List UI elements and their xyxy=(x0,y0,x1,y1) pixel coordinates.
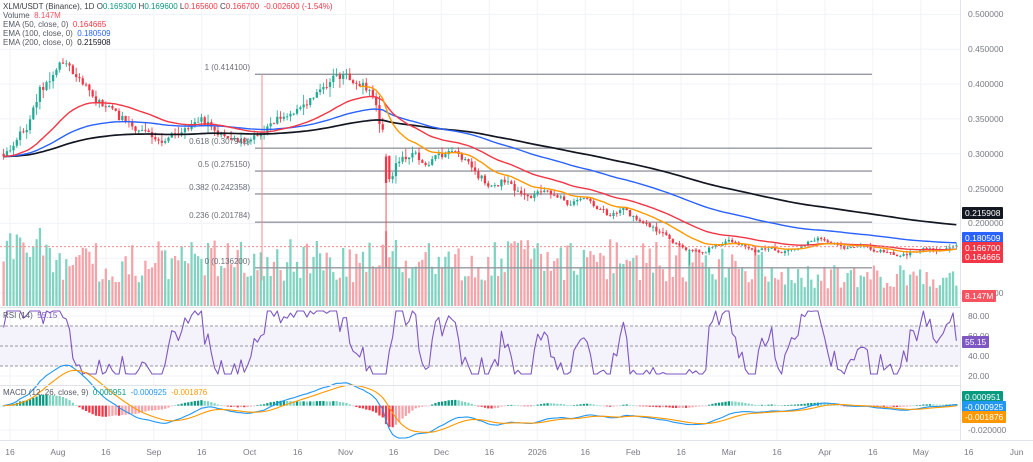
rsi-pane-separator xyxy=(0,307,960,308)
price-tick-label: 0.200000 xyxy=(968,218,1004,229)
time-tick-label: 16 xyxy=(772,447,782,457)
rsi-tick-label: 80.00 xyxy=(968,311,990,321)
volume-tag: 8.147M xyxy=(962,290,997,302)
price-axis-divider xyxy=(960,0,961,440)
time-tick-label: 16 xyxy=(484,447,495,457)
fib-level-label: 1 (0.414100) xyxy=(204,63,250,73)
time-tick-label: Sep xyxy=(146,447,162,457)
time-tick-label: Nov xyxy=(337,447,354,457)
price-tick-label: 0.250000 xyxy=(968,183,1004,194)
time-tick-label: 16 xyxy=(197,447,207,457)
price-tick-label: 0.450000 xyxy=(968,44,1004,55)
time-tick-label: Oct xyxy=(243,447,257,457)
time-tick-label: 16 xyxy=(676,447,686,457)
time-tick-label: 2026 xyxy=(527,447,547,457)
ema-50-tag: 0.164665 xyxy=(962,251,1004,264)
macd-tick-label: -0.020000 xyxy=(968,425,1007,436)
time-tick-label: 16 xyxy=(292,447,303,457)
time-tick-label: Feb xyxy=(625,447,641,457)
last-price-tag: 0.166700 xyxy=(962,241,1004,254)
time-tick-label: Apr xyxy=(818,447,832,457)
time-tick-label: 16 xyxy=(101,447,111,457)
fib-level-label: 0.236 (0.201784) xyxy=(189,211,250,221)
price-tick-label: 0.300000 xyxy=(968,148,1004,159)
time-tick-label: 16 xyxy=(388,447,399,457)
macd-hist-tag: -0.001876 xyxy=(962,411,1007,423)
fib-level-label: 0 (0.136200) xyxy=(204,256,250,266)
fib-level-label: 0.618 (0.307942) xyxy=(189,137,250,147)
time-tick-label: May xyxy=(912,447,929,457)
ema-200-tag: 0.215908 xyxy=(962,207,1004,220)
ema-100-tag: 0.180509 xyxy=(962,231,1004,244)
rsi-tag: 55.15 xyxy=(962,335,990,348)
time-tick-label: 16 xyxy=(963,447,974,457)
price-tick-label: 0.400000 xyxy=(968,79,1004,90)
time-axis-divider xyxy=(0,440,1033,441)
time-tick-label: 16 xyxy=(580,447,590,457)
time-tick-label: 16 xyxy=(868,447,878,457)
rsi-tick-label: 20.00 xyxy=(968,371,990,381)
macd-pane-separator xyxy=(0,385,960,386)
time-tick-label: Dec xyxy=(433,447,449,457)
time-tick-label: Jun xyxy=(1009,447,1024,457)
time-tick-label: Aug xyxy=(50,447,66,457)
macd-signal-tag: -0.000925 xyxy=(962,401,1007,413)
price-tick-label: 0.500000 xyxy=(968,9,1004,20)
rsi-tick-label: 40.00 xyxy=(968,351,990,361)
time-tick-label: Mar xyxy=(721,447,737,457)
macd-line-tag: 0.000951 xyxy=(962,391,1004,403)
fib-level-label: 0.382 (0.242358) xyxy=(189,182,250,192)
fib-level-label: 0.5 (0.275150) xyxy=(197,160,250,170)
time-tick-label: 16 xyxy=(5,447,15,457)
price-tick-label: 0.350000 xyxy=(968,113,1004,124)
